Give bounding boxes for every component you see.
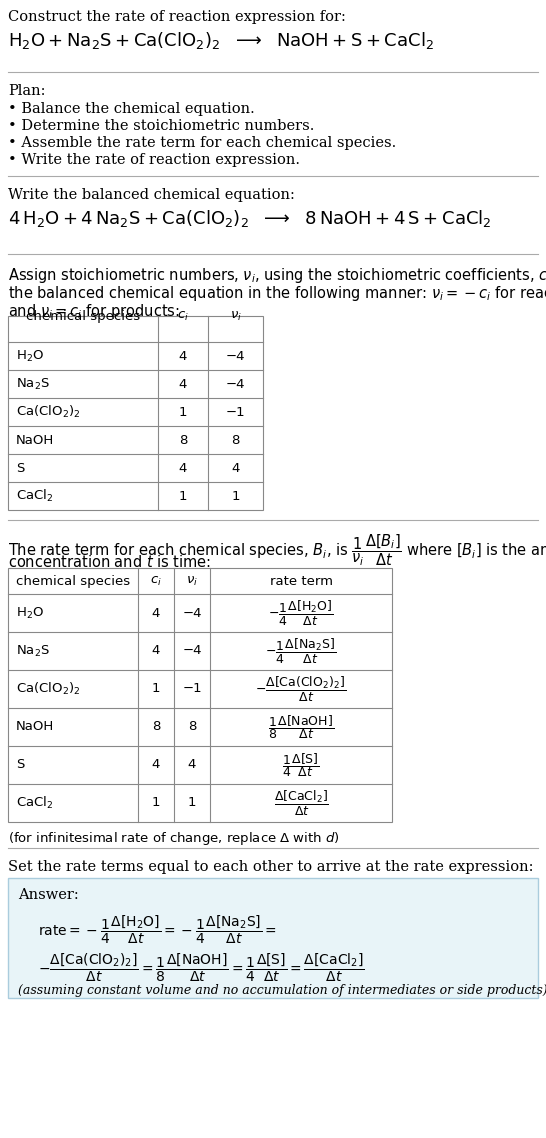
Text: $\mathrm{CaCl_2}$: $\mathrm{CaCl_2}$ <box>16 795 54 811</box>
Text: (for infinitesimal rate of change, replace $\Delta$ with $d$): (for infinitesimal rate of change, repla… <box>8 830 340 847</box>
Text: $\mathrm{CaCl_2}$: $\mathrm{CaCl_2}$ <box>16 488 54 504</box>
Text: $-\dfrac{\Delta[\mathrm{Ca(ClO_2)_2}]}{\Delta t}$: $-\dfrac{\Delta[\mathrm{Ca(ClO_2)_2}]}{\… <box>256 675 347 703</box>
Text: • Write the rate of reaction expression.: • Write the rate of reaction expression. <box>8 152 300 167</box>
Text: 1: 1 <box>179 405 187 419</box>
Text: Plan:: Plan: <box>8 84 45 98</box>
Text: 1: 1 <box>179 489 187 503</box>
Text: $-\dfrac{1}{4}\dfrac{\Delta[\mathrm{H_2O}]}{\Delta t}$: $-\dfrac{1}{4}\dfrac{\Delta[\mathrm{H_2O… <box>268 599 334 627</box>
Text: 1: 1 <box>152 797 160 809</box>
Text: Construct the rate of reaction expression for:: Construct the rate of reaction expressio… <box>8 10 346 24</box>
Text: $\mathrm{H_2O}$: $\mathrm{H_2O}$ <box>16 348 44 363</box>
Text: $\dfrac{1}{4}\dfrac{\Delta[\mathrm{S}]}{\Delta t}$: $\dfrac{1}{4}\dfrac{\Delta[\mathrm{S}]}{… <box>282 751 320 778</box>
Text: $-\dfrac{1}{4}\dfrac{\Delta[\mathrm{Na_2S}]}{\Delta t}$: $-\dfrac{1}{4}\dfrac{\Delta[\mathrm{Na_2… <box>265 636 337 666</box>
Text: $\mathrm{H_2O + Na_2S + Ca(ClO_2)_2\ \ \longrightarrow\ \ NaOH + S + CaCl_2}$: $\mathrm{H_2O + Na_2S + Ca(ClO_2)_2\ \ \… <box>8 30 434 51</box>
Text: $\mathrm{4\,H_2O + 4\,Na_2S + Ca(ClO_2)_2\ \ \longrightarrow\ \ 8\,NaOH + 4\,S +: $\mathrm{4\,H_2O + 4\,Na_2S + Ca(ClO_2)_… <box>8 208 491 229</box>
Text: Answer:: Answer: <box>18 888 79 902</box>
Text: $\dfrac{1}{8}\dfrac{\Delta[\mathrm{NaOH}]}{\Delta t}$: $\dfrac{1}{8}\dfrac{\Delta[\mathrm{NaOH}… <box>268 714 334 741</box>
Text: 4: 4 <box>152 607 160 619</box>
Text: S: S <box>16 462 25 475</box>
Text: $\nu_i$: $\nu_i$ <box>229 310 241 322</box>
Text: Write the balanced chemical equation:: Write the balanced chemical equation: <box>8 188 295 203</box>
Text: and $\nu_i = c_i$ for products:: and $\nu_i = c_i$ for products: <box>8 302 180 321</box>
Text: 8: 8 <box>179 434 187 446</box>
Text: −4: −4 <box>182 607 202 619</box>
Text: 4: 4 <box>232 462 240 475</box>
Text: • Determine the stoichiometric numbers.: • Determine the stoichiometric numbers. <box>8 119 314 133</box>
Bar <box>8 568 392 822</box>
Text: concentration and $t$ is time:: concentration and $t$ is time: <box>8 554 211 570</box>
Bar <box>8 316 263 510</box>
Text: 8: 8 <box>188 720 196 734</box>
Text: −4: −4 <box>225 378 245 390</box>
Text: rate term: rate term <box>270 575 333 587</box>
Text: 8: 8 <box>152 720 160 734</box>
Text: −1: −1 <box>182 683 202 695</box>
Text: $c_i$: $c_i$ <box>177 310 189 322</box>
Text: $\mathrm{Na_2S}$: $\mathrm{Na_2S}$ <box>16 643 50 659</box>
Text: $\mathrm{rate} = -\dfrac{1}{4}\dfrac{\Delta[\mathrm{H_2O}]}{\Delta t} = -\dfrac{: $\mathrm{rate} = -\dfrac{1}{4}\dfrac{\De… <box>38 914 277 947</box>
Text: 4: 4 <box>179 349 187 363</box>
Text: 4: 4 <box>188 759 196 772</box>
Text: −1: −1 <box>225 405 245 419</box>
Text: 4: 4 <box>179 462 187 475</box>
Text: $c_i$: $c_i$ <box>150 575 162 587</box>
Text: −4: −4 <box>182 644 202 658</box>
Text: 4: 4 <box>152 644 160 658</box>
Text: chemical species: chemical species <box>26 310 140 322</box>
Text: • Balance the chemical equation.: • Balance the chemical equation. <box>8 102 255 116</box>
Text: The rate term for each chemical species, $B_i$, is $\dfrac{1}{\nu_i}\dfrac{\Delt: The rate term for each chemical species,… <box>8 531 546 568</box>
Text: 4: 4 <box>152 759 160 772</box>
Text: $\mathrm{Ca(ClO_2)_2}$: $\mathrm{Ca(ClO_2)_2}$ <box>16 404 80 420</box>
Bar <box>8 879 538 998</box>
Text: $\mathrm{Ca(ClO_2)_2}$: $\mathrm{Ca(ClO_2)_2}$ <box>16 681 80 698</box>
Text: 4: 4 <box>179 378 187 390</box>
Text: chemical species: chemical species <box>16 575 130 587</box>
Text: $\nu_i$: $\nu_i$ <box>186 575 198 587</box>
Text: Set the rate terms equal to each other to arrive at the rate expression:: Set the rate terms equal to each other t… <box>8 860 533 874</box>
Text: (assuming constant volume and no accumulation of intermediates or side products): (assuming constant volume and no accumul… <box>18 984 546 997</box>
Text: $\mathrm{Na_2S}$: $\mathrm{Na_2S}$ <box>16 377 50 391</box>
Text: S: S <box>16 759 25 772</box>
Text: 1: 1 <box>188 797 196 809</box>
Text: NaOH: NaOH <box>16 434 54 446</box>
Text: $\mathrm{H_2O}$: $\mathrm{H_2O}$ <box>16 605 44 620</box>
Text: Assign stoichiometric numbers, $\nu_i$, using the stoichiometric coefficients, $: Assign stoichiometric numbers, $\nu_i$, … <box>8 266 546 284</box>
Text: 8: 8 <box>232 434 240 446</box>
Text: $-\dfrac{\Delta[\mathrm{Ca(ClO_2)_2}]}{\Delta t} = \dfrac{1}{8}\dfrac{\Delta[\ma: $-\dfrac{\Delta[\mathrm{Ca(ClO_2)_2}]}{\… <box>38 953 365 984</box>
Text: $\dfrac{\Delta[\mathrm{CaCl_2}]}{\Delta t}$: $\dfrac{\Delta[\mathrm{CaCl_2}]}{\Delta … <box>274 789 329 817</box>
Text: NaOH: NaOH <box>16 720 54 734</box>
Text: • Assemble the rate term for each chemical species.: • Assemble the rate term for each chemic… <box>8 137 396 150</box>
Text: 1: 1 <box>152 683 160 695</box>
Text: 1: 1 <box>232 489 240 503</box>
Text: the balanced chemical equation in the following manner: $\nu_i = -c_i$ for react: the balanced chemical equation in the fo… <box>8 284 546 303</box>
Text: −4: −4 <box>225 349 245 363</box>
